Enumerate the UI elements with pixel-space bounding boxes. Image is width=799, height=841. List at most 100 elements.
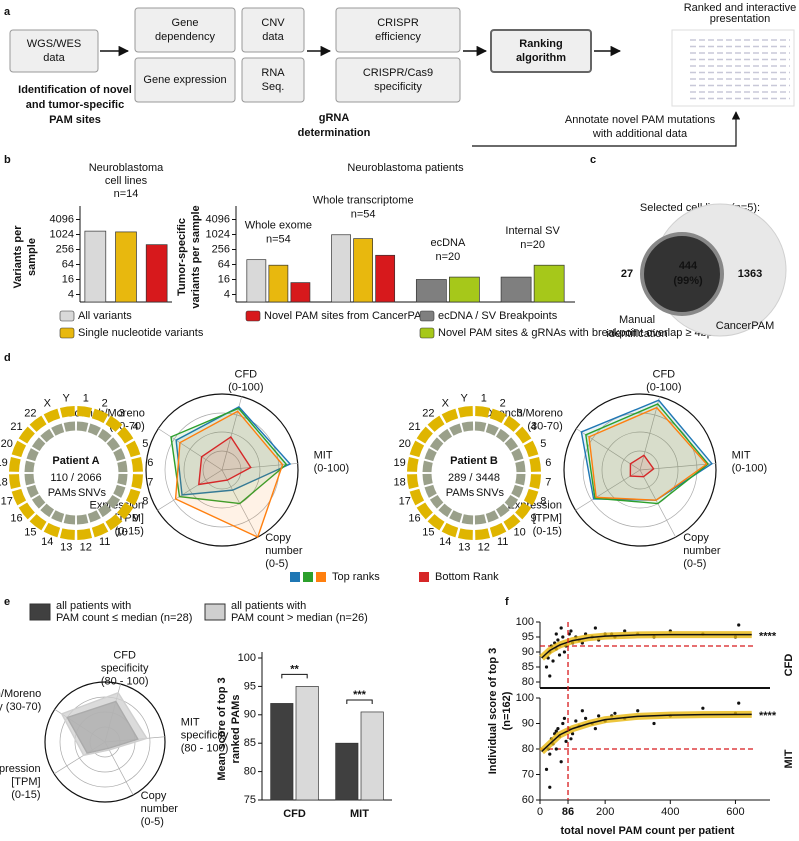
set-name: identification (606, 328, 667, 340)
set-count: 1363 (738, 268, 762, 280)
variant-ring (511, 448, 524, 462)
radar-spoke (221, 463, 298, 471)
pams-label: PAMs (48, 487, 77, 499)
point (597, 714, 601, 718)
radar-axis-label: (0-15) (11, 789, 40, 801)
variant-ring (40, 503, 55, 518)
chromosome-label: 12 (478, 541, 490, 553)
legend-label: All variants (78, 310, 132, 322)
radar-area (588, 406, 708, 501)
chromosome-label: 3 (517, 407, 523, 419)
bar (353, 238, 373, 303)
chromosome-ring (503, 415, 521, 432)
radar-area (585, 403, 710, 505)
panel-y-label: CFD (783, 654, 795, 677)
point (636, 709, 640, 713)
radar-axis-label: (0-15) (115, 526, 144, 538)
panel-label: b (4, 154, 11, 166)
radar-area (629, 454, 655, 478)
snvs-label: SNVs (78, 487, 107, 499)
variant-ring (26, 448, 39, 462)
radar-axis-label: MIT (314, 449, 333, 461)
category-n: n=54 (266, 234, 291, 246)
y-tick-label: 60 (522, 794, 534, 806)
box-text: WGS/WES (27, 38, 81, 50)
point (554, 632, 558, 636)
chromosome-label: 13 (60, 541, 72, 553)
chromosome-label: 17 (399, 496, 411, 508)
radar-axis-label: CFD (235, 369, 258, 381)
chart-title: Neuroblastoma patients (347, 162, 464, 174)
chromosome-ring (125, 440, 141, 458)
radar-area (580, 399, 713, 501)
output-text: Ranked and interactive (684, 2, 797, 14)
radar-axis-label: specificity (101, 662, 149, 674)
legend-swatch (59, 310, 75, 322)
legend-label: all patients with (231, 600, 306, 612)
point (569, 629, 573, 633)
variant-ring (422, 460, 433, 473)
variant-ring (438, 428, 453, 443)
chromosome-ring (427, 415, 445, 432)
legend-label: ecDNA / SV Breakpoints (438, 310, 558, 322)
chromosome-ring (131, 456, 143, 472)
point (548, 785, 552, 789)
overlap-label: (99%) (673, 275, 703, 287)
point (593, 727, 597, 731)
box-text: Ranking (519, 38, 562, 50)
point (593, 626, 597, 630)
legend-swatch (419, 327, 435, 339)
chromosome-ring (441, 522, 459, 538)
point (554, 729, 558, 733)
radar-axis-label: Copy (141, 790, 167, 802)
chromosome-label: 18 (0, 477, 8, 489)
chromosome-label: 21 (10, 421, 22, 433)
variant-ring (429, 494, 444, 509)
annotate-text: with additional data (592, 128, 688, 140)
y-tick-label: 95 (522, 631, 534, 643)
patient-counts: 289 / 3448 (448, 472, 500, 484)
legend-label: all patients with (56, 600, 131, 612)
box-text: Gene expression (143, 74, 226, 86)
point (544, 767, 549, 772)
radar-axis-label: Copy (683, 532, 709, 544)
chart-title: cell lines (105, 175, 148, 187)
variant-ring (106, 494, 121, 509)
radar-ring (183, 431, 261, 509)
bar (268, 264, 289, 303)
fit-line (541, 713, 752, 753)
chromosome-ring (457, 528, 473, 540)
caption: PAM sites (49, 114, 101, 126)
radar-axis-label: [TPM] (533, 513, 562, 525)
chromosome-ring (77, 528, 93, 540)
point (623, 629, 627, 633)
radar-axis-label: (0-15) (533, 526, 562, 538)
category-label: Whole transcriptome (313, 195, 414, 207)
radar-ring (44, 681, 166, 803)
chromosome-ring (475, 528, 491, 540)
chromosome-label: 19 (394, 457, 406, 469)
fit-line (541, 633, 752, 659)
grna-box (335, 57, 461, 103)
box-text: CRISPR/Cas9 (363, 67, 433, 79)
box-text: CNV (261, 17, 285, 29)
y-tick-label: 16 (218, 273, 230, 285)
bar (145, 244, 168, 303)
chromosome-label: 12 (80, 541, 92, 553)
y-axis-label: Tumor-specific (176, 218, 188, 296)
category-label: Internal SV (505, 225, 560, 237)
x-tick-label: CFD (283, 808, 306, 820)
point (737, 701, 741, 705)
point (613, 711, 617, 715)
output-table (671, 29, 795, 107)
legend-swatch (204, 603, 226, 621)
x-tick-label: 0 (537, 806, 543, 818)
radar-axis-label: Doench/Moreno (0, 688, 41, 700)
chromosome-label: 4 (530, 421, 536, 433)
variant-ring (485, 423, 499, 436)
chromosome-label: 1 (481, 393, 487, 405)
box-text: efficiency (375, 31, 421, 43)
panel-label: f (505, 596, 509, 608)
variant-ring (424, 448, 437, 462)
